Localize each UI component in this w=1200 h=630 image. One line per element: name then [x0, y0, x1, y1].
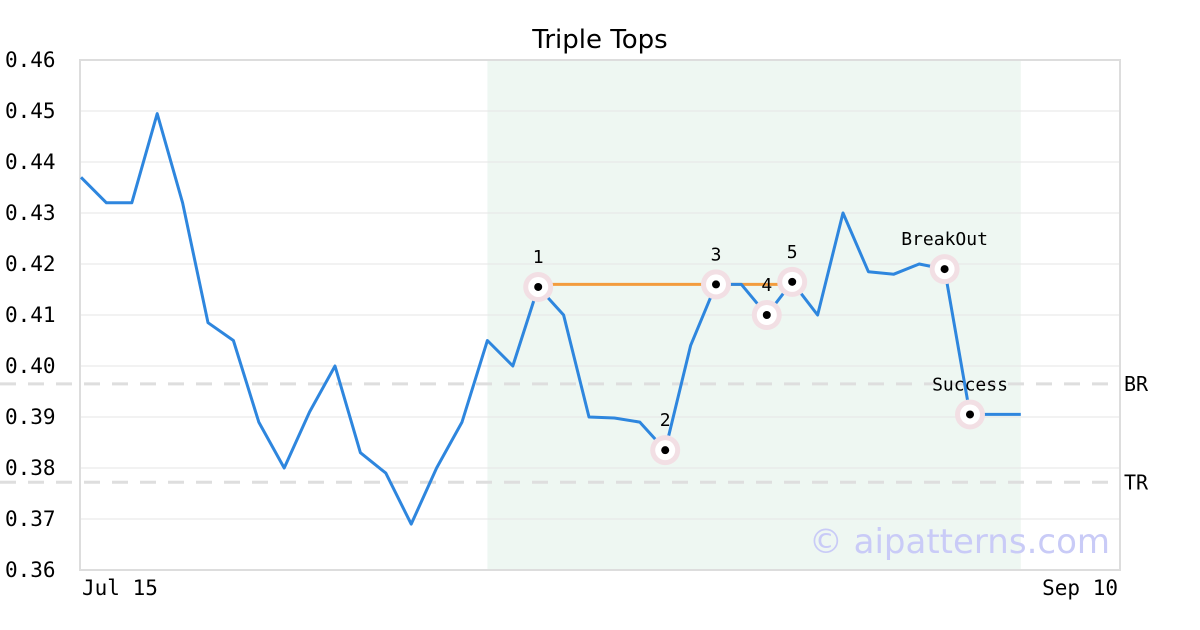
point-marker-success: [966, 410, 974, 419]
point-label-1: 1: [533, 247, 544, 268]
y-tick-label: 0.38: [5, 456, 56, 480]
level-label-tr: TR: [1124, 470, 1149, 494]
y-tick-label: 0.40: [5, 354, 56, 378]
y-tick-label: 0.42: [5, 252, 56, 276]
y-tick-label: 0.45: [5, 99, 56, 123]
point-marker-breakout: [940, 265, 949, 274]
y-tick-label: 0.37: [5, 507, 56, 531]
point-label-5: 5: [787, 242, 798, 263]
y-tick-label: 0.41: [5, 303, 56, 327]
point-marker-5: [788, 277, 797, 286]
y-tick-label: 0.39: [5, 405, 56, 429]
level-label-br: BR: [1124, 372, 1149, 396]
watermark: © aipatterns.com: [809, 522, 1110, 562]
x-tick-label-start: Jul 15: [82, 576, 158, 600]
plot-frame: [79, 59, 1121, 571]
y-tick-label: 0.36: [5, 558, 56, 582]
y-tick-label: 0.44: [5, 150, 56, 174]
chart-title: Triple Tops: [531, 25, 667, 55]
point-marker-1: [534, 282, 543, 291]
point-label-breakout: BreakOut: [901, 229, 988, 250]
point-label-2: 2: [660, 410, 671, 431]
point-label-success: Success: [932, 374, 1008, 395]
x-tick-label-end: Sep 10: [1042, 576, 1118, 600]
point-label-4: 4: [761, 275, 772, 296]
point-marker-2: [661, 446, 670, 455]
y-tick-label: 0.43: [5, 201, 56, 225]
point-label-3: 3: [711, 244, 722, 265]
point-marker-3: [712, 280, 720, 289]
y-tick-label: 0.46: [5, 48, 56, 72]
point-marker-4: [762, 311, 771, 319]
price-line: [79, 112, 1021, 526]
